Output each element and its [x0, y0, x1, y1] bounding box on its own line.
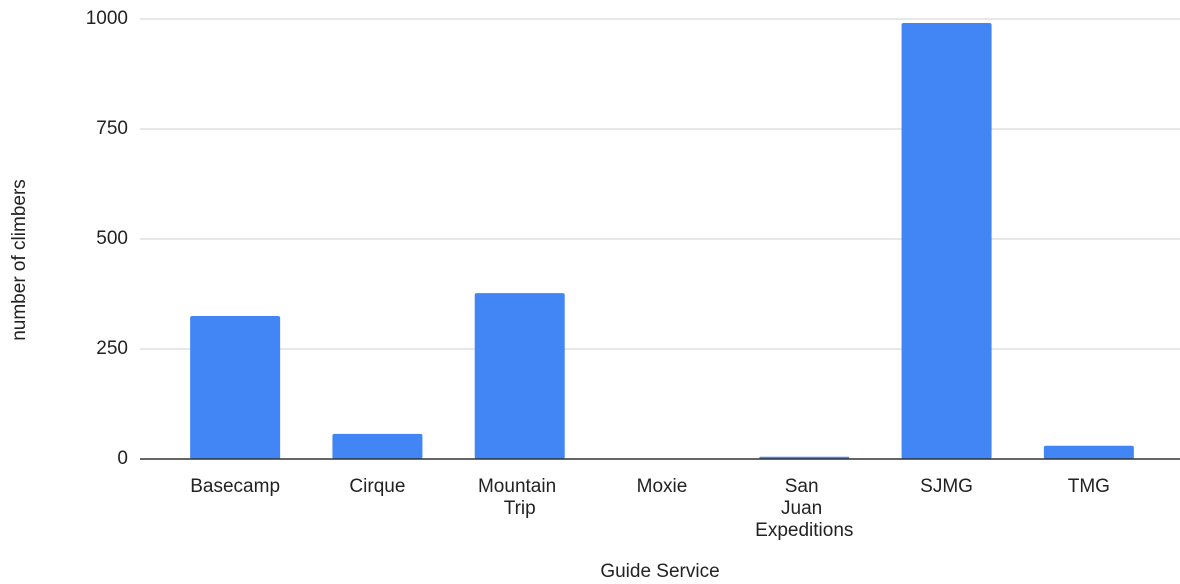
- y-axis-title: number of climbers: [9, 179, 30, 341]
- x-tick-label: SJMG: [920, 476, 973, 497]
- y-tick-label: 500: [96, 228, 128, 249]
- y-tick-label: 0: [117, 448, 128, 469]
- y-tick-label: 250: [96, 338, 128, 359]
- x-axis-title: Guide Service: [600, 561, 719, 582]
- bar: [1043, 445, 1134, 459]
- bar: [474, 293, 565, 459]
- x-tick-label: Cirque: [349, 476, 405, 497]
- bar: [901, 22, 992, 460]
- x-tick-label: TMG: [1068, 476, 1110, 497]
- x-tick-label: Basecamp: [190, 476, 280, 497]
- y-tick-label: 750: [96, 118, 128, 139]
- x-tick-label: San Juan Expeditions: [755, 476, 853, 541]
- y-tick-label: 1000: [86, 8, 128, 29]
- bar: [332, 433, 423, 459]
- bar: [190, 316, 281, 459]
- x-tick-label: Moxie: [637, 476, 688, 497]
- x-tick-label: Mountain Trip: [478, 476, 561, 519]
